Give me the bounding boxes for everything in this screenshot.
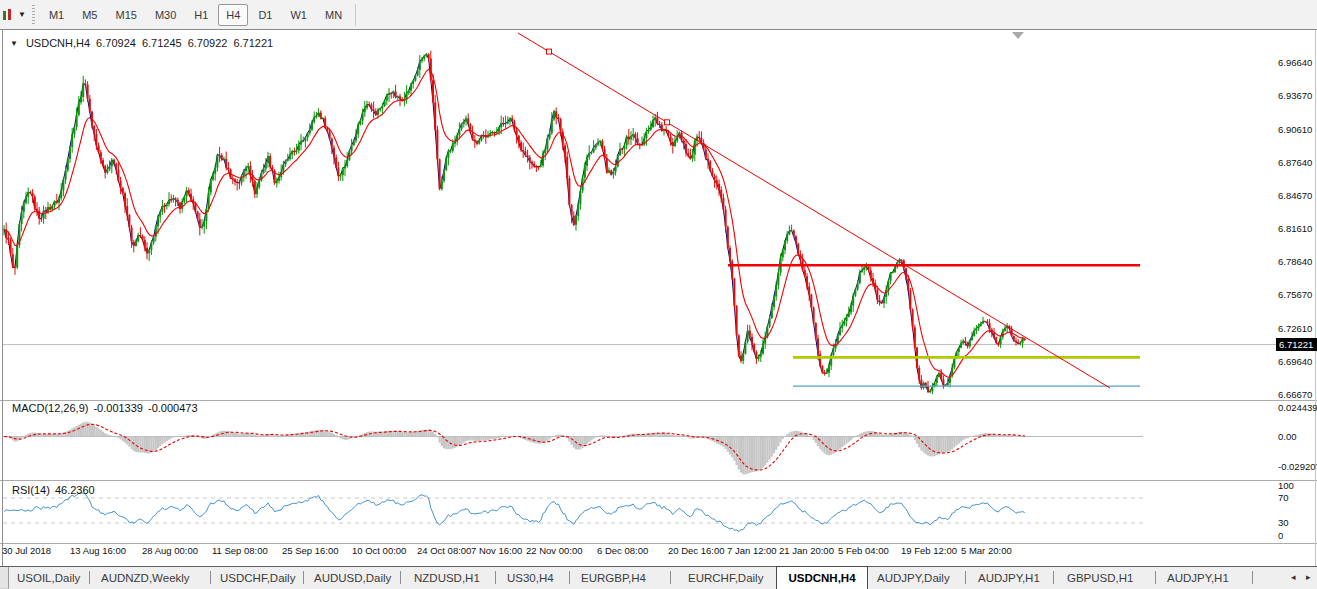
chart-title: ▼ USDCNH,H4 6.70924 6.71245 6.70922 6.71…	[10, 37, 273, 49]
timeframe-button-h4[interactable]: H4	[218, 4, 248, 26]
macd-value: -0.001339	[93, 402, 143, 414]
timeframe-button-h1[interactable]: H1	[186, 4, 216, 26]
price-axis-label: 6.84670	[1278, 191, 1312, 201]
chart-tab[interactable]: AUDJPY,Daily	[877, 567, 950, 589]
macd-axis-label: 0.024439	[1278, 403, 1317, 413]
time-axis-label: 7 Nov 16:00	[471, 546, 522, 556]
chart-tab[interactable]: GBPUSD,H1	[1067, 567, 1133, 589]
timeframe-toolbar: ▼ M1M5M15M30H1H4D1W1MN	[0, 0, 1317, 30]
timeframe-button-w1[interactable]: W1	[282, 4, 315, 26]
macd-name: MACD(12,26,9)	[12, 402, 88, 414]
price-axis-label: 6.90610	[1278, 125, 1312, 135]
macd-axis-label: 0.00	[1278, 432, 1297, 442]
rsi-axis-label: 30	[1278, 518, 1289, 528]
chart-tab[interactable]: AUDNZD,Weekly	[101, 567, 190, 589]
toolbar-separator	[355, 4, 356, 26]
chart-tab-active[interactable]: USDCNH,H4	[776, 566, 868, 589]
rsi-axis-label: 0	[1278, 531, 1283, 541]
price-axis-label: 6.96640	[1278, 58, 1312, 68]
current-price-tag: 6.71221	[1276, 338, 1317, 351]
time-axis-label: 21 Jan 20:00	[779, 546, 834, 556]
macd-signal-value: -0.000473	[148, 402, 198, 414]
tab-separator	[965, 571, 966, 584]
chart-tab[interactable]: EURGBP,H4	[581, 567, 646, 589]
rsi-axis-label: 70	[1278, 493, 1289, 503]
timeframe-button-m30[interactable]: M30	[147, 4, 184, 26]
tab-separator	[670, 571, 671, 584]
price-axis-label: 6.81610	[1278, 224, 1312, 234]
price-axis-label: 6.66670	[1278, 390, 1312, 400]
chart-tab[interactable]: NZDUSD,H1	[414, 567, 480, 589]
time-axis-label: 7 Jan 12:00	[727, 546, 777, 556]
tab-scroll-left-icon[interactable]: ◂	[1291, 569, 1296, 585]
price-axis-label: 6.75670	[1278, 290, 1312, 300]
tab-separator	[495, 571, 496, 584]
tab-separator	[1252, 571, 1253, 584]
rsi-axis-label: 100	[1278, 481, 1294, 491]
time-axis-label: 5 Feb 04:00	[838, 546, 889, 556]
chart-open-value: 6.70924	[96, 37, 136, 49]
chart-tab[interactable]: USDCHF,Daily	[220, 567, 295, 589]
chart-dropdown-caret-icon[interactable]: ▼	[18, 10, 26, 19]
mt4-chart-window: ▼ M1M5M15M30H1H4D1W1MN ▼ USDCNH,H4 6.709…	[0, 0, 1317, 589]
chart-type-icon[interactable]	[2, 7, 14, 23]
chart-tab[interactable]: AUDJPY,H1	[978, 567, 1040, 589]
time-axis-label: 22 Nov 00:00	[526, 546, 583, 556]
time-axis-label: 5 Mar 20:00	[961, 546, 1012, 556]
macd-label: MACD(12,26,9) -0.001339 -0.000473	[12, 402, 198, 414]
chart-tab[interactable]: USOIL,Daily	[17, 567, 80, 589]
time-axis-label: 30 Jul 2018	[2, 546, 51, 556]
time-axis-label: 11 Sep 08:00	[212, 546, 268, 556]
price-axis-label: 6.93670	[1278, 91, 1312, 101]
price-axis-label: 6.87640	[1278, 158, 1312, 168]
rsi-label: RSI(14) 46.2360	[12, 484, 95, 496]
chart-close-value: 6.71221	[233, 37, 273, 49]
timeframe-button-m15[interactable]: M15	[107, 4, 144, 26]
tab-separator	[303, 571, 304, 584]
price-axis-label: 6.78640	[1278, 257, 1312, 267]
time-axis-label: 19 Feb 12:00	[901, 546, 957, 556]
tab-separator	[210, 571, 211, 584]
chart-high-value: 6.71245	[142, 37, 182, 49]
time-axis-label: 28 Aug 00:00	[142, 546, 198, 556]
rsi-name: RSI(14)	[12, 484, 50, 496]
time-axis-label: 24 Oct 08:00	[417, 546, 471, 556]
timeframe-button-m1[interactable]: M1	[41, 4, 72, 26]
price-axis-label: 6.69640	[1278, 357, 1312, 367]
tab-scroll-right-icon[interactable]: ▸	[1306, 569, 1311, 585]
time-axis-label: 6 Dec 08:00	[597, 546, 648, 556]
chart-tab[interactable]: AUDUSD,Daily	[314, 567, 391, 589]
timeframe-button-mn[interactable]: MN	[317, 4, 350, 26]
title-collapse-icon[interactable]: ▼	[10, 39, 18, 48]
tab-separator	[400, 571, 401, 584]
tab-separator	[89, 571, 90, 584]
rsi-value: 46.2360	[55, 484, 95, 496]
tab-separator	[1155, 571, 1156, 584]
chart-tab[interactable]: AUDJPY,H1	[1167, 567, 1229, 589]
timeframe-button-d1[interactable]: D1	[250, 4, 280, 26]
toolbar-grip	[32, 5, 35, 25]
time-axis-label: 25 Sep 16:00	[282, 546, 339, 556]
macd-axis-label: -0.029207	[1278, 462, 1317, 472]
chart-symbol-label: USDCNH,H4	[26, 37, 90, 49]
chart-tab[interactable]: EURCHF,Daily	[688, 567, 763, 589]
tab-bar-corner	[0, 567, 9, 589]
chart-canvas	[0, 0, 1317, 589]
time-axis-label: 10 Oct 00:00	[352, 546, 406, 556]
tab-separator	[1053, 571, 1054, 584]
timeframe-button-m5[interactable]: M5	[74, 4, 105, 26]
price-axis-label: 6.72610	[1278, 324, 1312, 334]
time-axis-label: 13 Aug 16:00	[70, 546, 126, 556]
time-axis-label: 20 Dec 16:00	[668, 546, 725, 556]
chart-low-value: 6.70922	[188, 37, 228, 49]
chart-tab[interactable]: US30,H4	[507, 567, 554, 589]
timeframe-buttons: M1M5M15M30H1H4D1W1MN	[40, 4, 351, 26]
tab-separator	[569, 571, 570, 584]
